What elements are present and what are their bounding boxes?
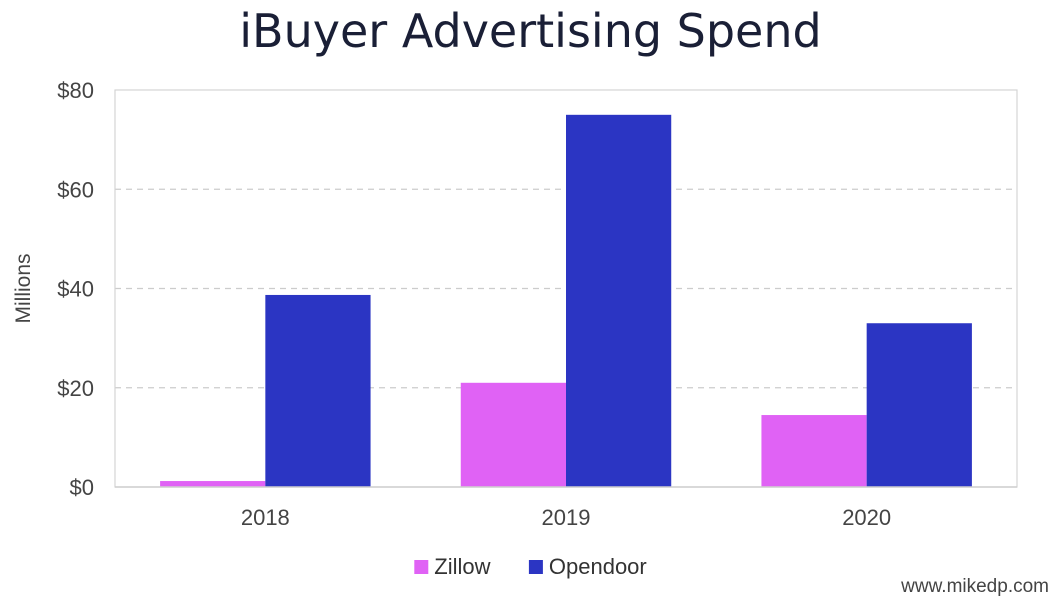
- legend-label-opendoor: Opendoor: [549, 554, 647, 579]
- y-tick-label: $40: [57, 277, 94, 302]
- chart-title: iBuyer Advertising Spend: [239, 4, 822, 58]
- bar-zillow-2019: [460, 382, 566, 487]
- bar-opendoor-2020: [866, 323, 972, 487]
- x-tick-label: 2019: [542, 505, 591, 530]
- y-tick-label: $80: [57, 78, 94, 103]
- legend-label-zillow: Zillow: [434, 554, 490, 579]
- bar-zillow-2018: [160, 481, 266, 487]
- y-tick-label: $20: [57, 376, 94, 401]
- y-tick-label: $60: [57, 177, 94, 202]
- bar-zillow-2020: [761, 415, 867, 487]
- y-axis-label: Millions: [12, 253, 35, 323]
- x-tick-label: 2018: [241, 505, 290, 530]
- legend-swatch-zillow: [414, 560, 429, 574]
- legend-swatch-opendoor: [528, 560, 543, 574]
- watermark: www.mikedp.com: [901, 576, 1049, 597]
- y-tick-label: $0: [70, 475, 94, 500]
- x-tick-label: 2020: [842, 505, 891, 530]
- bar-opendoor-2018: [265, 294, 371, 487]
- bar-opendoor-2019: [566, 114, 672, 487]
